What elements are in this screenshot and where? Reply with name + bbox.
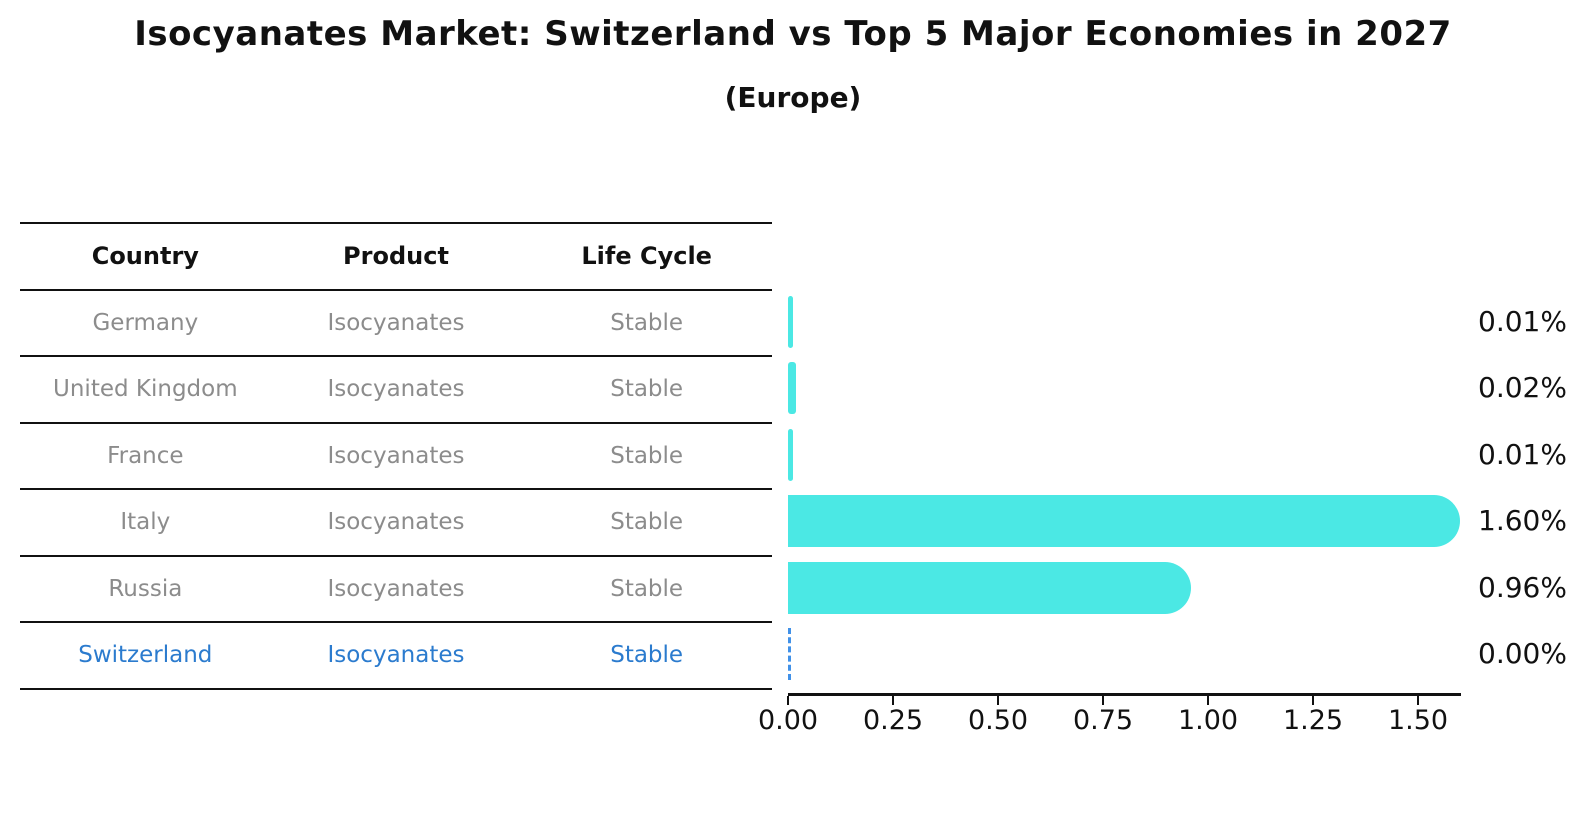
x-axis-tick [1417, 696, 1419, 705]
cell-life-cycle: Stable [521, 421, 772, 489]
x-axis-tick [1312, 696, 1314, 705]
cell-life-cycle: Stable [521, 488, 772, 556]
column-header-product: Product [270, 222, 522, 290]
x-axis-tick-label: 0.75 [1072, 705, 1134, 736]
x-axis-tick [787, 696, 789, 705]
cell-life-cycle: Stable [521, 355, 772, 423]
x-axis-tick-label: 0.00 [757, 705, 819, 736]
cell-product: Isocyanates [270, 355, 522, 423]
table-row-switzerland: Switzerland Isocyanates Stable [20, 621, 772, 690]
value-label-france: 0.01% [1478, 437, 1567, 471]
column-header-country: Country [20, 222, 271, 290]
cell-product: Isocyanates [270, 621, 522, 690]
bar-germany [788, 295, 793, 348]
cell-life-cycle: Stable [521, 288, 772, 356]
table-row-germany: Germany Isocyanates Stable [20, 288, 772, 356]
cell-country: Russia [20, 554, 271, 622]
cell-life-cycle: Stable [521, 621, 772, 690]
bar-france [788, 428, 793, 481]
x-axis-tick [1207, 696, 1209, 705]
table-row-united-kingdom: United Kingdom Isocyanates Stable [20, 355, 772, 423]
chart-subtitle: (Europe) [724, 81, 862, 114]
column-header-life-cycle: Life Cycle [521, 222, 772, 290]
chart-title: Isocyanates Market: Switzerland vs Top 5… [134, 14, 1452, 54]
table-header-row: Country Product Life Cycle [20, 222, 772, 290]
cell-country: Switzerland [20, 621, 271, 690]
value-label-united-kingdom: 0.02% [1478, 371, 1567, 405]
table-row-france: France Isocyanates Stable [20, 421, 772, 489]
x-axis-tick-label: 0.50 [967, 705, 1029, 736]
x-axis-tick [1102, 696, 1104, 705]
table-row-russia: Russia Isocyanates Stable [20, 554, 772, 622]
cell-country: Italy [20, 488, 271, 556]
x-axis-tick-label: 0.25 [862, 705, 924, 736]
bar-russia [788, 561, 1192, 614]
x-axis-tick [997, 696, 999, 705]
cell-country: Germany [20, 288, 271, 356]
cell-product: Isocyanates [270, 288, 522, 356]
country-table: Country Product Life Cycle Germany Isocy… [20, 222, 772, 690]
cell-product: Isocyanates [270, 488, 522, 556]
cell-product: Isocyanates [270, 554, 522, 622]
cell-country: United Kingdom [20, 355, 271, 423]
value-label-russia: 0.96% [1478, 570, 1567, 604]
x-axis-line [788, 693, 1461, 696]
bar-italy [788, 495, 1460, 548]
x-axis-tick [892, 696, 894, 705]
cell-country: France [20, 421, 271, 489]
x-axis-tick-label: 1.50 [1387, 705, 1449, 736]
x-axis-tick-label: 1.25 [1282, 705, 1344, 736]
bar-switzerland [788, 628, 791, 681]
value-label-germany: 0.01% [1478, 304, 1567, 338]
bar-united-kingdom [788, 362, 797, 415]
cell-life-cycle: Stable [521, 554, 772, 622]
cell-product: Isocyanates [270, 421, 522, 489]
value-label-italy: 1.60% [1478, 504, 1567, 538]
table-row-italy: Italy Isocyanates Stable [20, 488, 772, 556]
value-label-switzerland: 0.00% [1478, 637, 1567, 671]
x-axis-tick-label: 1.00 [1177, 705, 1239, 736]
